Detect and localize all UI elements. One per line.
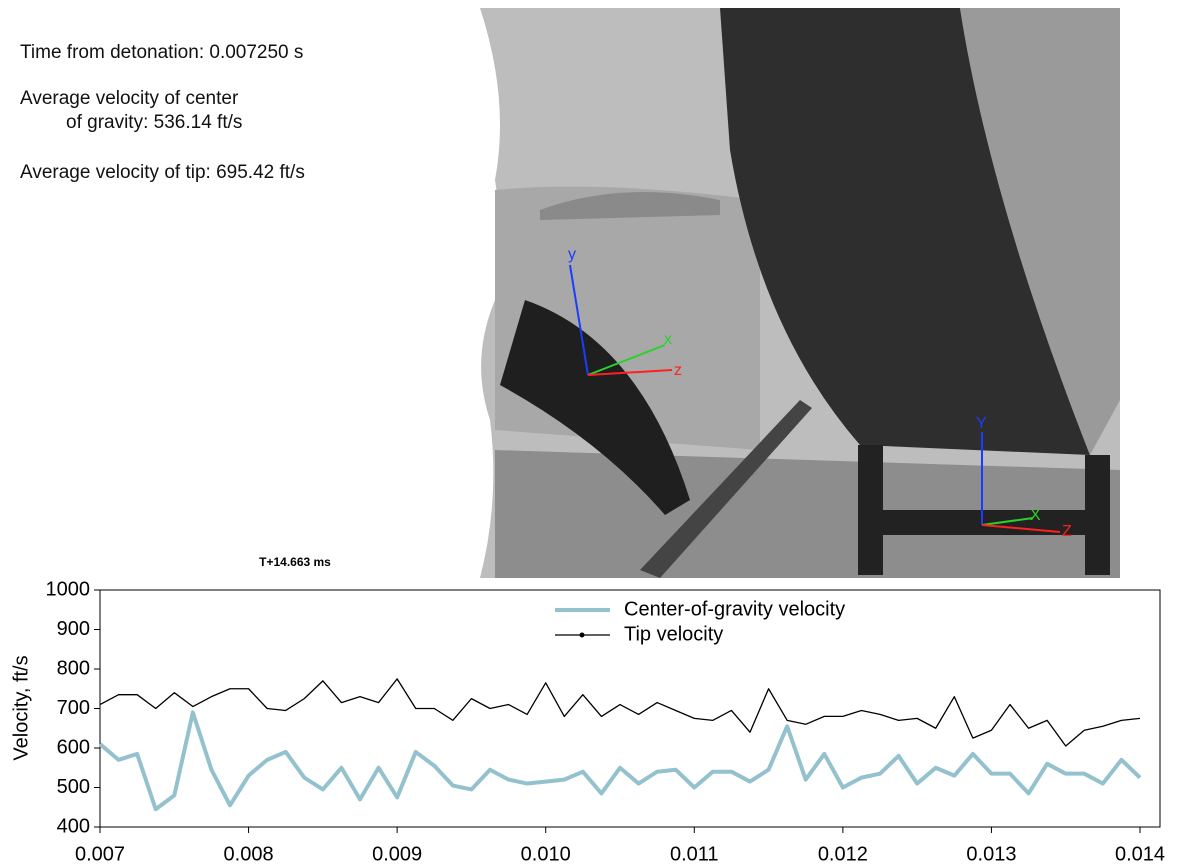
- y-tick-label: 800: [57, 657, 90, 679]
- y-tick-label: 400: [57, 815, 90, 837]
- x-tick-label: 0.008: [224, 843, 274, 865]
- x-tick-label: 0.013: [966, 843, 1016, 865]
- y-axis-label: Velocity, ft/s: [10, 655, 32, 760]
- x-tick-label: 0.009: [372, 843, 422, 865]
- y-tick-label: 900: [57, 618, 90, 640]
- x-tick-label: 0.010: [521, 843, 571, 865]
- y-tick-label: 500: [57, 776, 90, 798]
- y-tick-label: 600: [57, 736, 90, 758]
- legend-marker: [580, 633, 585, 638]
- x-tick-label: 0.007: [75, 843, 125, 865]
- x-tick-label: 0.011: [670, 843, 719, 865]
- chart: Velocity, ft/s 400 500 600 700 800 900 1000 0.0…: [0, 0, 1180, 867]
- x-tick-label: 0.014: [1115, 843, 1165, 865]
- y-tick-label: 1000: [46, 578, 91, 600]
- series-line: [100, 712, 1140, 809]
- y-tick-label: 700: [57, 697, 90, 719]
- legend-label: Tip velocity: [624, 623, 723, 645]
- series-line: [100, 679, 1140, 746]
- x-tick-label: 0.012: [818, 843, 868, 865]
- legend-label: Center-of-gravity velocity: [624, 598, 845, 620]
- page: Time from detonation: 0.007250 s Average…: [0, 0, 1180, 867]
